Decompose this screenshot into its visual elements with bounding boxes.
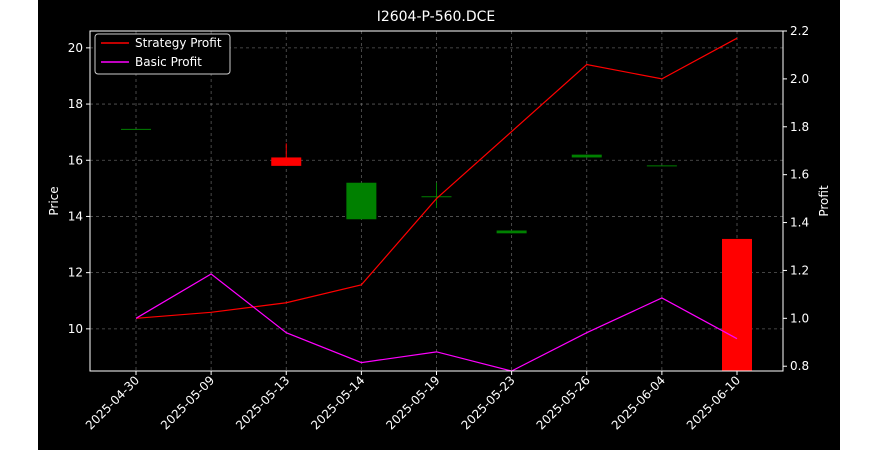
figure-background bbox=[38, 0, 840, 450]
candle-body bbox=[722, 238, 752, 371]
y-tick-label-right: 1.0 bbox=[790, 311, 809, 325]
strategy-profit-line bbox=[135, 37, 738, 319]
y-axis-label-left: Price bbox=[47, 186, 61, 215]
y-tick-label-right: 0.8 bbox=[790, 359, 809, 373]
y-tick-label-right: 2.0 bbox=[790, 72, 809, 86]
candle-body bbox=[271, 157, 302, 166]
candles bbox=[121, 41, 752, 371]
y-tick-label-right: 1.8 bbox=[790, 120, 809, 134]
basic-profit-line bbox=[135, 273, 738, 372]
y-tick-label-left: 14 bbox=[68, 209, 83, 223]
candle-body bbox=[346, 182, 377, 220]
legend-box bbox=[94, 33, 231, 75]
legend-label-basic: Basic Profit bbox=[135, 55, 202, 69]
legend-label-strategy: Strategy Profit bbox=[135, 36, 222, 50]
y-tick-label-right: 1.2 bbox=[790, 263, 809, 277]
candle-body bbox=[571, 154, 602, 158]
y-tick-label-left: 12 bbox=[68, 266, 83, 280]
y-tick-label-left: 20 bbox=[68, 41, 83, 55]
y-tick-label-right: 2.2 bbox=[790, 24, 809, 38]
legend: Strategy Profit Basic Profit bbox=[94, 33, 231, 75]
y-tick-label-left: 18 bbox=[68, 97, 83, 111]
y-tick-label-left: 16 bbox=[68, 153, 83, 167]
y-axis-label-right: Profit bbox=[817, 185, 831, 217]
y-tick-label-right: 1.4 bbox=[790, 216, 809, 230]
profit-lines bbox=[135, 37, 738, 372]
y-tick-label-left: 10 bbox=[68, 322, 83, 336]
chart-title: I2604-P-560.DCE bbox=[377, 9, 496, 25]
grid bbox=[90, 31, 783, 371]
candle-body bbox=[496, 230, 527, 234]
y-tick-label-right: 1.6 bbox=[790, 168, 809, 182]
